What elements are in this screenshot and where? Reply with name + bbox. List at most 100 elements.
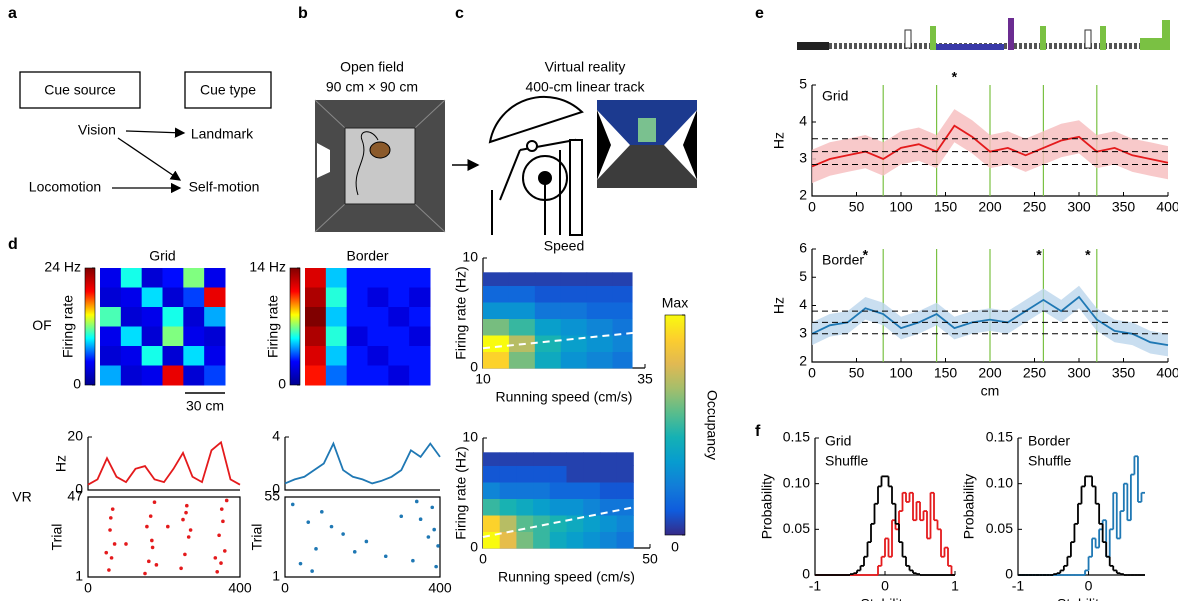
- cue: [317, 143, 330, 178]
- spike: [329, 524, 334, 529]
- heat-cell: [516, 515, 534, 532]
- spike: [186, 535, 191, 539]
- y-tick-label: 0: [75, 481, 83, 497]
- heat-cell: [566, 482, 584, 499]
- heat-cell: [599, 531, 618, 549]
- x-axis-label: cm: [155, 598, 174, 601]
- landmark: [1084, 29, 1092, 49]
- y-axis-label: Firing rate (Hz): [453, 266, 469, 359]
- heat-cell: [533, 465, 551, 483]
- legend-label: Border: [1028, 433, 1070, 449]
- y-tick-label: 0.10: [986, 474, 1013, 490]
- line: [284, 441, 441, 485]
- panel-labels: a b c d e f: [8, 5, 764, 440]
- y-tick-label: 0.15: [783, 429, 810, 445]
- spike: [112, 542, 117, 546]
- histogram-riser: [877, 492, 953, 575]
- heat-cell: [346, 365, 368, 386]
- x-tick-label: 0: [808, 365, 816, 381]
- heat-cell: [483, 318, 510, 336]
- y-tick-label: 6: [799, 240, 807, 256]
- x-tick-label: 300: [1067, 199, 1091, 215]
- panel-label: e: [755, 5, 764, 22]
- heat-cell: [409, 268, 431, 288]
- heat-cell: [141, 365, 163, 386]
- heat-cell: [583, 498, 601, 516]
- x-axis-label: cm: [981, 383, 1000, 399]
- heat-cell: [141, 307, 163, 327]
- heat-cell: [499, 465, 517, 483]
- heat-cell: [583, 465, 601, 483]
- heat-cell: [120, 346, 143, 366]
- box: [19, 71, 141, 109]
- confidence-band: [812, 109, 1168, 184]
- x-tick-label: 350: [1112, 199, 1136, 215]
- legend-label: Shuffle: [1028, 453, 1072, 469]
- spike: [310, 569, 314, 573]
- spike: [108, 528, 112, 532]
- node: Landmark: [191, 126, 254, 142]
- annotation: *: [1085, 247, 1091, 263]
- colorbar-tick-label: 0: [278, 376, 286, 392]
- chart-title: Border: [346, 248, 388, 264]
- heat-cell: [612, 351, 633, 369]
- heat-cell: [516, 482, 534, 499]
- spike: [434, 564, 438, 569]
- y-tick-label: 0.15: [986, 429, 1013, 445]
- heat-cell: [204, 365, 226, 386]
- x-tick-label: 1: [951, 578, 959, 594]
- stand: [569, 139, 583, 236]
- x-axis-label: Stability: [860, 596, 909, 601]
- fit-line: [482, 330, 646, 350]
- y-tick-label: 5: [799, 76, 807, 92]
- subtitle: 90 cm × 90 cm: [326, 79, 418, 95]
- heat-cell: [183, 268, 205, 288]
- heat-cell: [325, 326, 348, 347]
- heat-cell: [183, 365, 205, 386]
- heat-cell: [499, 498, 517, 516]
- heat-cell: [534, 335, 562, 352]
- heat-cell: [120, 307, 143, 327]
- spike: [179, 566, 183, 571]
- heat-cell: [508, 351, 536, 369]
- chart: 0 20 Hz VR: [12, 428, 241, 505]
- heat-cell: [162, 307, 184, 327]
- line: [811, 124, 1169, 168]
- y-tick-label: 2: [799, 187, 807, 203]
- spike: [411, 558, 415, 563]
- spike: [414, 499, 419, 504]
- heat-cell: [499, 531, 517, 549]
- panel-c: Virtual reality 400-cm linear track: [488, 59, 697, 236]
- heat-cell: [534, 302, 562, 319]
- y-tick-label: 10: [462, 249, 478, 265]
- heat-cell: [305, 268, 327, 288]
- panel-b: Open field 90 cm × 90 cm: [314, 59, 480, 233]
- x-tick-label: 0: [479, 551, 487, 567]
- heat-cell: [549, 515, 567, 532]
- heat-cell: [483, 498, 501, 516]
- heat-cell: [100, 326, 122, 347]
- heat-cell: [367, 268, 389, 288]
- node: Self-motion: [189, 179, 260, 195]
- heat-cell: [409, 307, 431, 327]
- heat-cell: [549, 465, 567, 483]
- title: Open field: [340, 59, 404, 75]
- y-tick-label: 3: [799, 324, 807, 340]
- spike: [213, 556, 218, 560]
- heat-cell: [599, 482, 618, 499]
- spike: [166, 524, 170, 529]
- heat-cell: [586, 285, 614, 303]
- spike: [150, 545, 155, 550]
- y-tick-label: 47: [67, 488, 83, 504]
- spike: [290, 502, 295, 507]
- spike: [223, 549, 227, 553]
- spike: [298, 561, 303, 566]
- heat-cell: [346, 268, 368, 288]
- panel-label: a: [8, 5, 17, 22]
- x-tick-label: 0: [1085, 578, 1093, 594]
- spike: [188, 528, 193, 532]
- heat-cell: [346, 326, 368, 347]
- x-tick-label: -1: [1012, 578, 1025, 594]
- spike: [320, 510, 324, 514]
